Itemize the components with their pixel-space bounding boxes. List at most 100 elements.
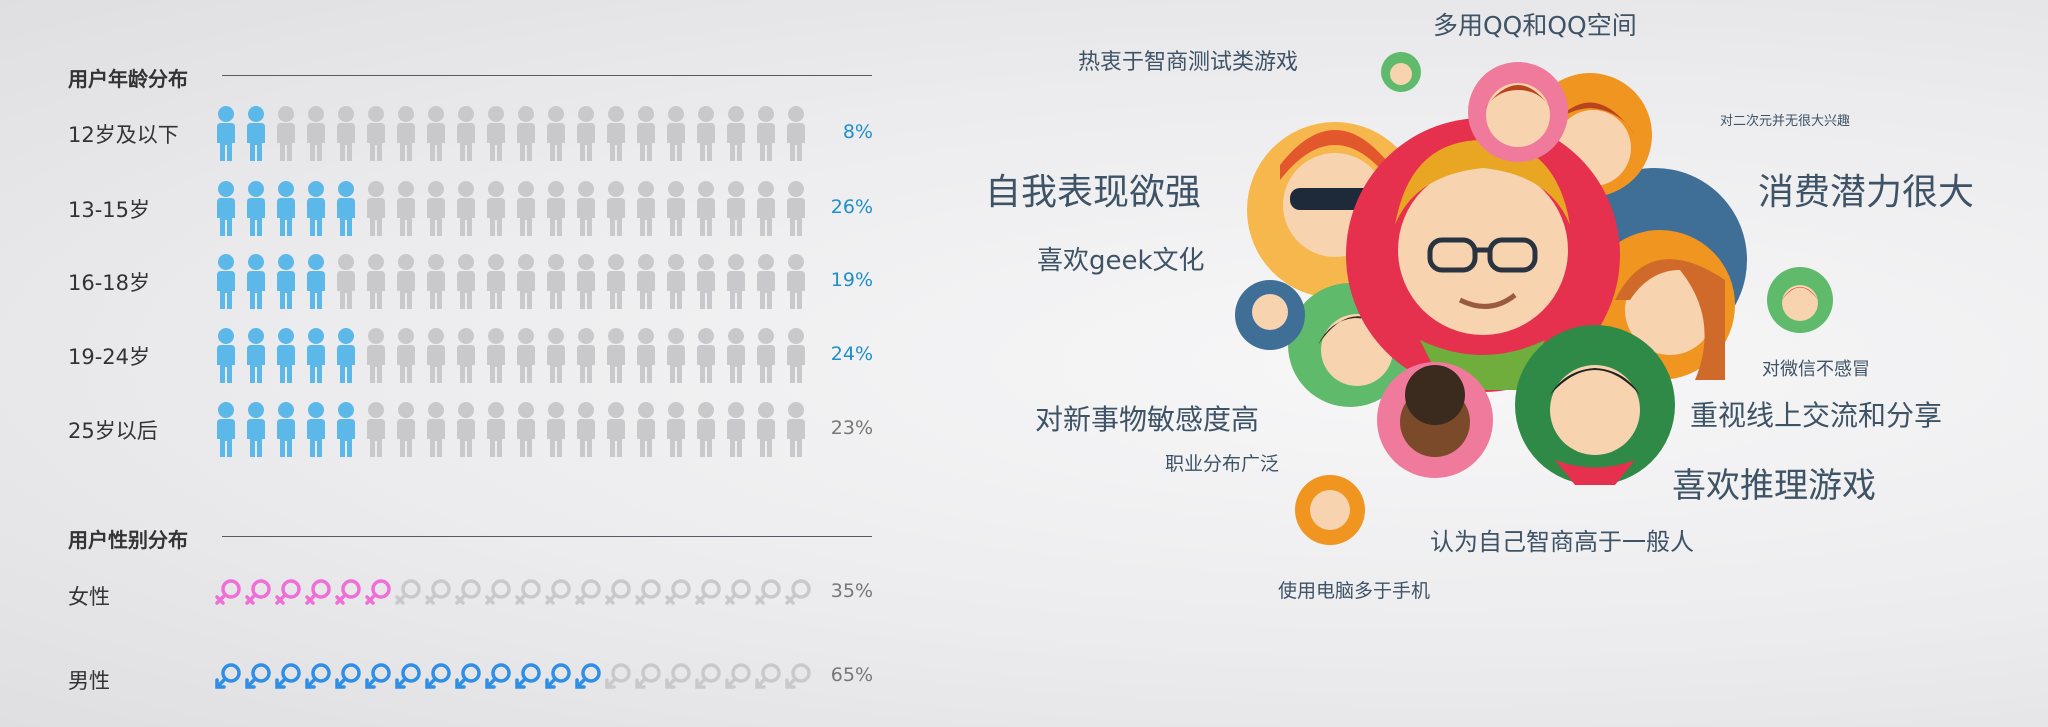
person-icon-empty — [607, 328, 625, 383]
person-icon-empty — [667, 402, 685, 457]
person-icon-empty — [787, 181, 805, 236]
trait-self-expression: 自我表现欲强 — [985, 172, 1202, 213]
person-icon-empty — [397, 254, 415, 309]
age-row-value: 26% — [830, 196, 873, 218]
trait-wechat: 对微信不感冒 — [1762, 359, 1870, 380]
age-section-divider — [222, 75, 872, 76]
person-icon-empty — [667, 328, 685, 383]
person-icon-empty — [337, 254, 355, 309]
person-icon-empty — [577, 328, 595, 383]
person-icon-empty — [727, 181, 745, 236]
male-icon-filled — [515, 663, 541, 689]
person-icon-empty — [607, 106, 625, 161]
person-icon-empty — [697, 181, 715, 236]
age-row-value: 8% — [842, 121, 873, 143]
person-icon-empty — [607, 181, 625, 236]
person-icon-empty — [487, 181, 505, 236]
person-icon-empty — [637, 106, 655, 161]
person-icon-empty — [337, 106, 355, 161]
persona-orange-woman-bubble — [1585, 230, 1735, 380]
female-icon-empty — [635, 579, 661, 605]
person-icon-empty — [547, 254, 565, 309]
gender-section-divider — [222, 536, 872, 537]
person-icon-filled — [307, 402, 325, 457]
female-icon-filled — [245, 579, 271, 605]
female-icon-empty — [605, 579, 631, 605]
male-icon-filled — [335, 663, 361, 689]
person-icon-empty — [757, 328, 775, 383]
person-icon-empty — [757, 254, 775, 309]
age-section-title: 用户年龄分布 — [68, 67, 188, 91]
age-row-icons — [215, 401, 815, 461]
gender-row-icons — [215, 575, 815, 635]
female-icon-empty — [545, 579, 571, 605]
person-icon-filled — [247, 106, 265, 161]
male-icon-filled — [425, 663, 451, 689]
trait-consumption: 消费潜力很大 — [1758, 172, 1975, 213]
person-icon-empty — [577, 254, 595, 309]
female-icon-empty — [575, 579, 601, 605]
gender-row-icons — [215, 659, 815, 719]
male-icon-filled — [395, 663, 421, 689]
person-icon-filled — [277, 254, 295, 309]
person-icon-empty — [457, 181, 475, 236]
trait-pc-over-mobile: 使用电脑多于手机 — [1278, 580, 1431, 602]
person-icon-filled — [337, 328, 355, 383]
female-icon-filled — [365, 579, 391, 605]
male-icon-empty — [755, 663, 781, 689]
male-icon-empty — [665, 663, 691, 689]
person-icon-empty — [367, 328, 385, 383]
female-icon-empty — [515, 579, 541, 605]
female-icon-empty — [725, 579, 751, 605]
female-icon-empty — [665, 579, 691, 605]
person-icon-empty — [787, 402, 805, 457]
trait-online-sharing: 重视线上交流和分享 — [1690, 399, 1943, 432]
person-icon-filled — [247, 328, 265, 383]
person-icon-empty — [757, 402, 775, 457]
trait-occupation: 职业分布广泛 — [1165, 453, 1280, 475]
person-icon-empty — [307, 106, 325, 161]
age-row-icons — [215, 180, 815, 240]
age-row-label: 12岁及以下 — [68, 123, 179, 147]
persona-tiny-green-bubble — [1381, 52, 1421, 92]
person-icon-empty — [577, 402, 595, 457]
trait-acg: 对二次元并无很大兴趣 — [1720, 114, 1851, 129]
age-row-value: 19% — [830, 269, 873, 291]
person-icon-empty — [367, 181, 385, 236]
person-icon-filled — [337, 402, 355, 457]
male-icon-filled — [455, 663, 481, 689]
person-icon-empty — [547, 106, 565, 161]
male-icon-empty — [725, 663, 751, 689]
female-icon-filled — [335, 579, 361, 605]
person-icon-filled — [217, 254, 235, 309]
age-row-label: 25岁以后 — [68, 419, 158, 443]
gender-section-title: 用户性别分布 — [68, 528, 188, 552]
age-row-icons — [215, 105, 815, 165]
age-row-icons — [215, 327, 815, 387]
person-icon-empty — [397, 402, 415, 457]
male-icon-empty — [695, 663, 721, 689]
person-icon-empty — [607, 402, 625, 457]
person-icon-filled — [217, 106, 235, 161]
male-icon-filled — [245, 663, 271, 689]
gender-row-value: 65% — [830, 664, 873, 686]
female-icon-empty — [785, 579, 811, 605]
trait-novelty: 对新事物敏感度高 — [1035, 403, 1260, 436]
person-icon-empty — [637, 328, 655, 383]
person-icon-empty — [697, 402, 715, 457]
male-icon-filled — [215, 663, 241, 689]
person-icon-empty — [367, 106, 385, 161]
person-icon-filled — [307, 254, 325, 309]
person-icon-empty — [427, 106, 445, 161]
female-icon-empty — [425, 579, 451, 605]
person-icon-empty — [787, 254, 805, 309]
persona-illustration — [1235, 52, 1780, 545]
gender-row-label: 女性 — [68, 585, 110, 609]
person-icon-empty — [457, 254, 475, 309]
person-icon-empty — [487, 106, 505, 161]
trait-iq-test: 热衷于智商测试类游戏 — [1078, 50, 1299, 75]
person-icon-empty — [667, 254, 685, 309]
age-row-label: 19-24岁 — [68, 345, 151, 369]
person-icon-empty — [697, 254, 715, 309]
male-icon-empty — [635, 663, 661, 689]
